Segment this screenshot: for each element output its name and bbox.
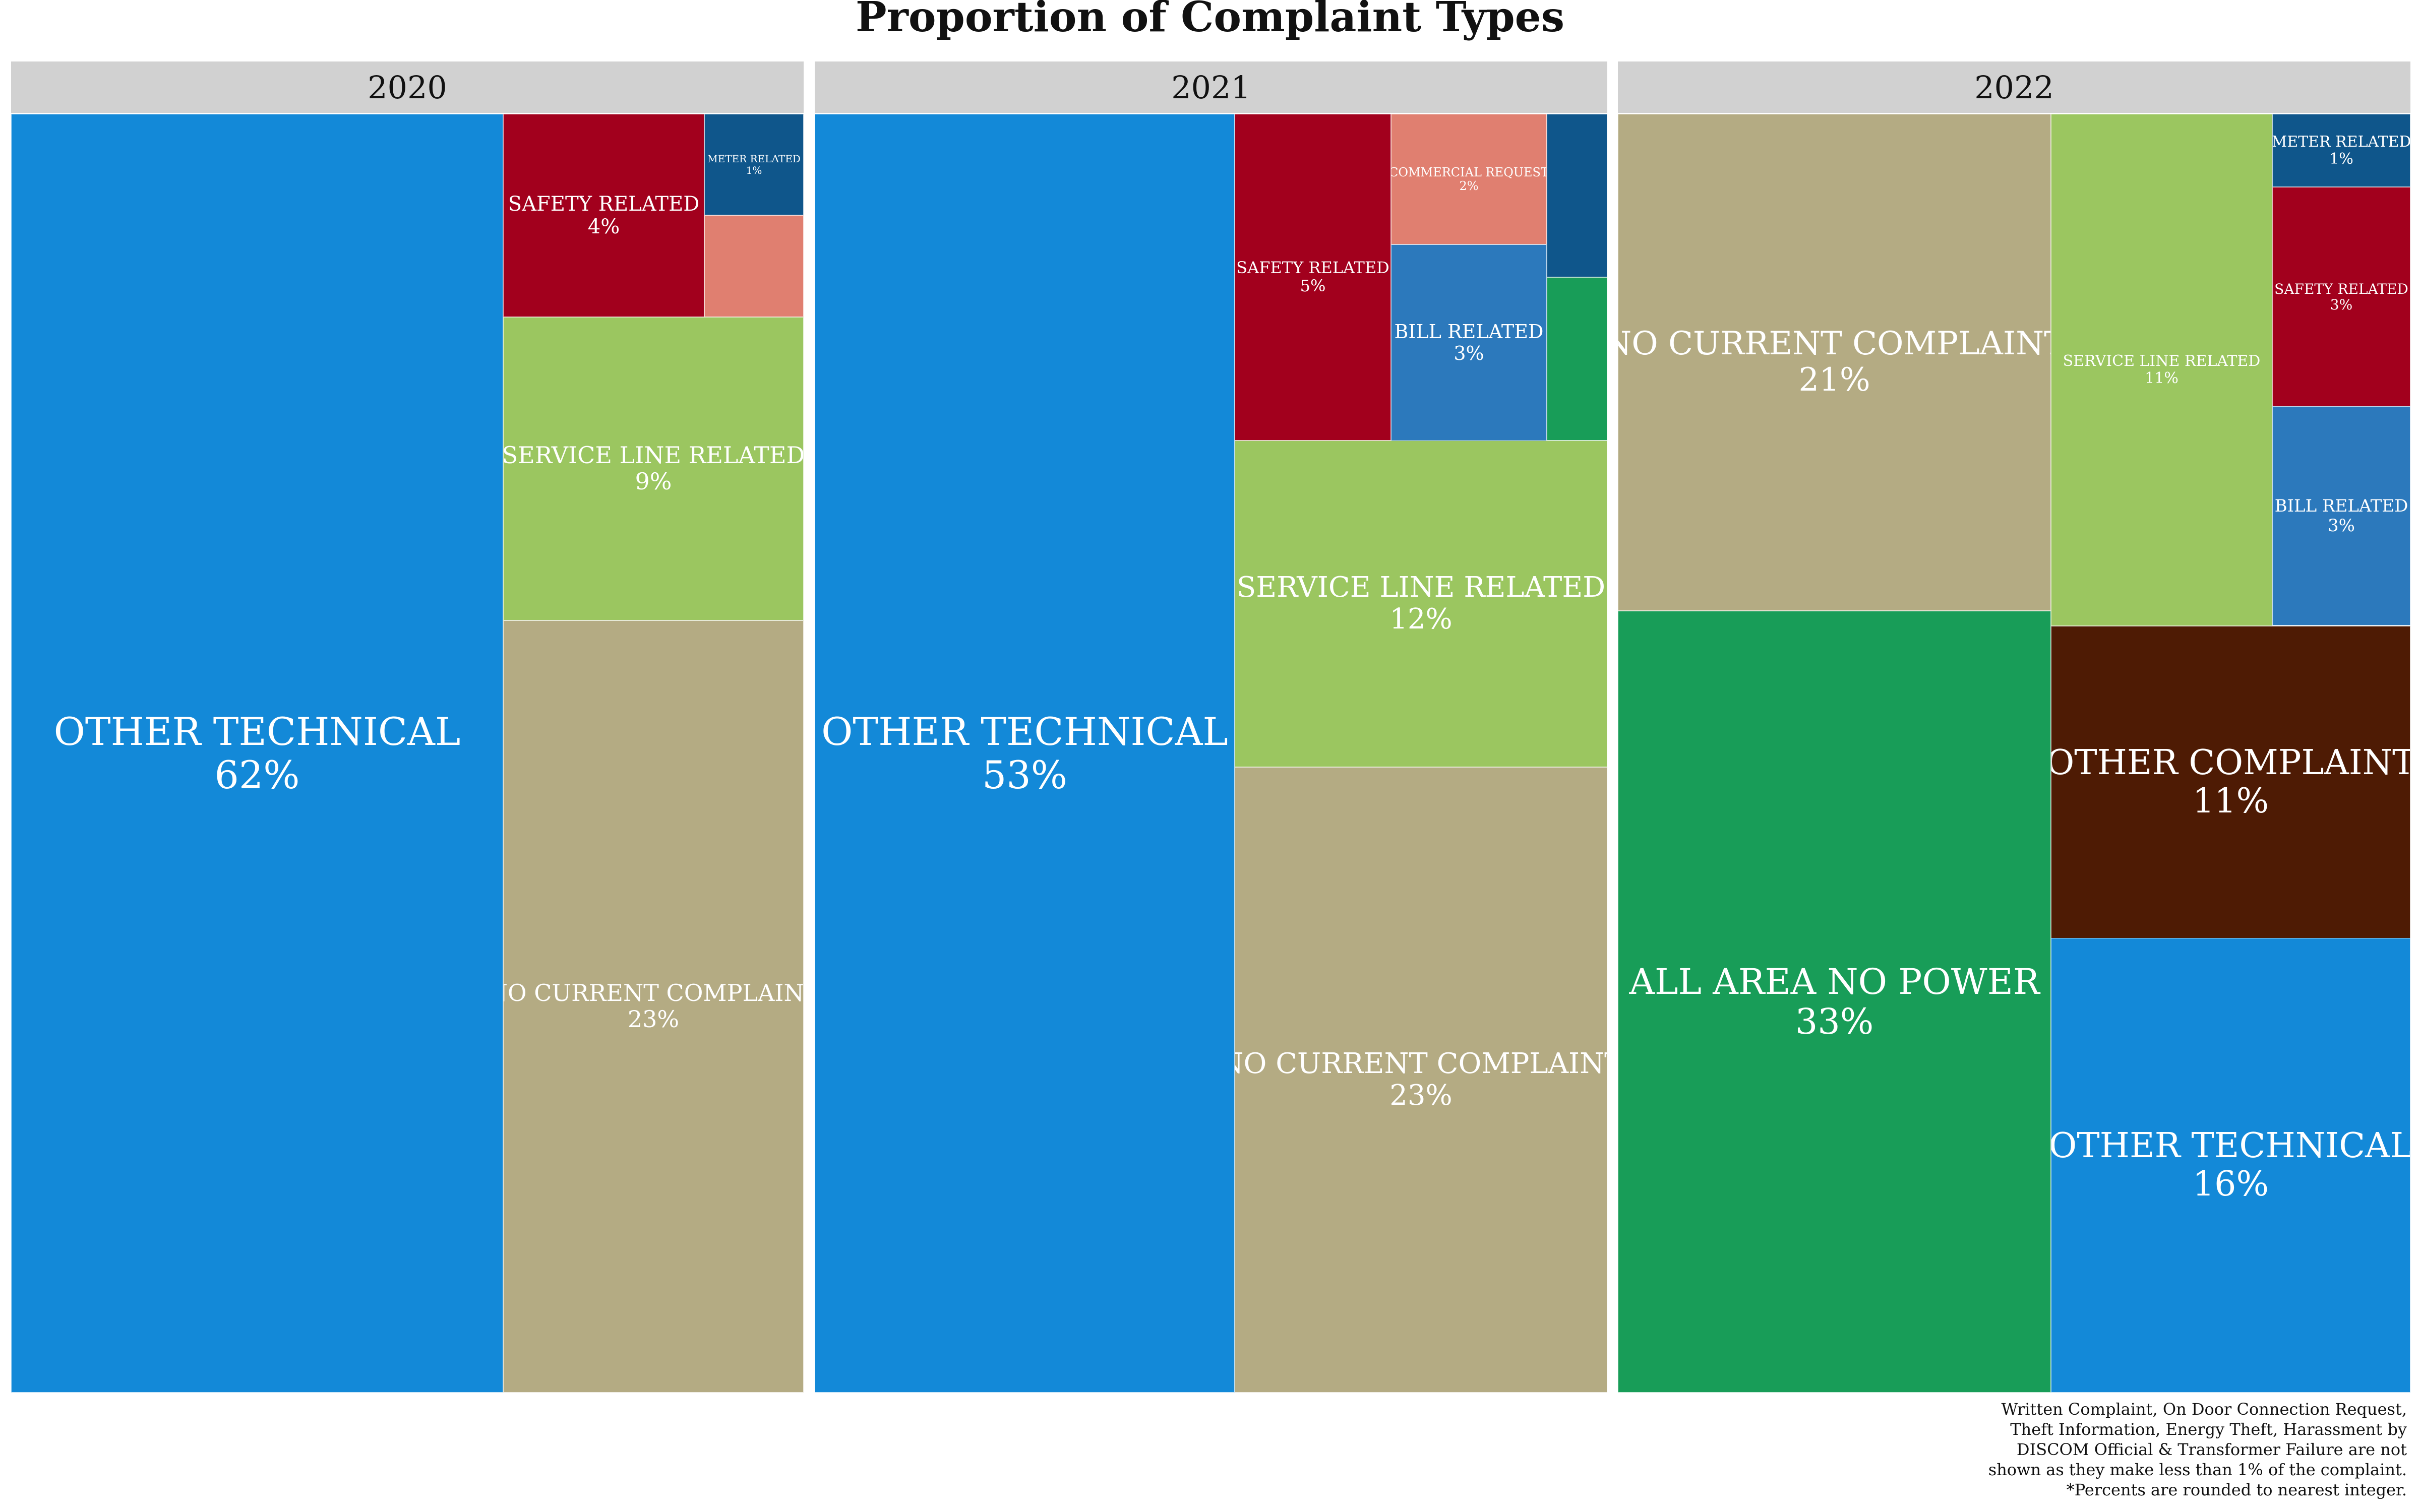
tile-label: METER RELATED 1% bbox=[707, 153, 801, 176]
tile-label: SERVICE LINE RELATED 9% bbox=[503, 442, 804, 495]
tile-percent: 23% bbox=[1389, 1079, 1453, 1112]
treemap-tile-2020-meter-related: METER RELATED 1% bbox=[704, 114, 804, 215]
chart-title: Proportion of Complaint Types bbox=[855, 0, 1565, 41]
tile-percent: 23% bbox=[627, 1005, 680, 1033]
tile-percent: 2% bbox=[1459, 178, 1479, 193]
treemap-tile-2022-bill-related: BILL RELATED 3% bbox=[2272, 406, 2410, 625]
tile-category: SAFETY RELATED bbox=[2274, 280, 2408, 297]
tile-percent: 21% bbox=[1798, 361, 1870, 399]
tile-label: ALL AREA NO POWER 33% bbox=[1629, 962, 2039, 1041]
treemap-tile-2022-other-technical: OTHER TECHNICAL 16% bbox=[2051, 938, 2410, 1393]
treemap-area-2021: OTHER TECHNICAL 53% SAFETY RELATED 5% COMMER… bbox=[815, 114, 1607, 1393]
tile-category: NO CURRENT COMPLAINT bbox=[1235, 1047, 1607, 1080]
treemap-tile-2022-safety-related: SAFETY RELATED 3% bbox=[2272, 187, 2410, 407]
tile-category: NO CURRENT COMPLAINT bbox=[503, 979, 804, 1007]
panel-2020: 2020 OTHER TECHNICAL 62% SAFETY RELATED 4% M… bbox=[11, 61, 804, 1393]
tile-percent: 3% bbox=[2330, 296, 2353, 313]
tile-label: SAFETY RELATED 5% bbox=[1236, 259, 1389, 295]
tile-percent: 9% bbox=[635, 468, 672, 495]
tile-percent: 5% bbox=[1300, 276, 1326, 295]
tile-label: OTHER TECHNICAL 53% bbox=[821, 710, 1228, 796]
tile-category: SAFETY RELATED bbox=[508, 192, 700, 216]
tile-category: METER RELATED bbox=[2272, 133, 2410, 151]
tile-percent: 4% bbox=[587, 215, 620, 238]
treemap-tile-2021-unlabeled bbox=[1547, 114, 1607, 277]
treemap-tile-2022-other-complaint: OTHER COMPLAINT 11% bbox=[2051, 626, 2410, 938]
treemap-tile-2020-safety-related: SAFETY RELATED 4% bbox=[503, 114, 704, 317]
tile-percent: 33% bbox=[1795, 1000, 1874, 1042]
footnote: Written Complaint, On Door Connection Re… bbox=[1988, 1400, 2407, 1499]
tile-category: SERVICE LINE RELATED bbox=[1236, 571, 1606, 604]
treemap-tile-2020-no-current-complaint: NO CURRENT COMPLAINT 23% bbox=[503, 620, 804, 1393]
treemap-tile-2020-unlabeled bbox=[704, 215, 804, 317]
tile-category: ALL AREA NO POWER bbox=[1629, 961, 2040, 1003]
tile-percent: 62% bbox=[214, 752, 300, 797]
tile-category: BILL RELATED bbox=[1394, 321, 1544, 343]
treemap-tile-2022-service-line-related: SERVICE LINE RELATED 11% bbox=[2051, 114, 2272, 626]
tile-label: SERVICE LINE RELATED 12% bbox=[1237, 572, 1605, 635]
tile-label: NO CURRENT COMPLAINT 23% bbox=[1235, 1048, 1607, 1111]
panel-strip-2021: 2021 bbox=[815, 61, 1607, 113]
tile-category: COMMERCIAL REQUEST bbox=[1391, 165, 1547, 179]
tile-category: SERVICE LINE RELATED bbox=[503, 442, 804, 469]
tile-category: OTHER TECHNICAL bbox=[53, 709, 461, 754]
tile-percent: 1% bbox=[746, 164, 762, 176]
tile-label: OTHER COMPLAINT 11% bbox=[2051, 742, 2410, 821]
panel-strip-2022: 2022 bbox=[1618, 61, 2410, 113]
tile-category: SAFETY RELATED bbox=[1236, 258, 1389, 278]
tile-label: NO CURRENT COMPLAINT 23% bbox=[503, 979, 804, 1033]
tile-label: BILL RELATED 3% bbox=[1395, 321, 1544, 364]
tile-category: NO CURRENT COMPLAINT bbox=[1618, 325, 2051, 363]
tile-category: METER RELATED bbox=[707, 153, 801, 165]
tile-category: OTHER TECHNICAL bbox=[2051, 1125, 2410, 1166]
tile-label: OTHER TECHNICAL 16% bbox=[2051, 1125, 2410, 1204]
tile-percent: 11% bbox=[2145, 369, 2179, 387]
tile-label: SAFETY RELATED 3% bbox=[2274, 280, 2408, 313]
treemap-tile-2021-bill-related: BILL RELATED 3% bbox=[1391, 244, 1547, 441]
treemap-tile-2022-meter-related: METER RELATED 1% bbox=[2272, 114, 2410, 187]
panel-2022: 2022 NO CURRENT COMPLAINT 21% ALL AREA NO … bbox=[1618, 61, 2410, 1393]
tile-label: OTHER TECHNICAL 62% bbox=[54, 710, 461, 796]
panel-2021: 2021 OTHER TECHNICAL 53% SAFETY RELATED 5% C… bbox=[815, 61, 1607, 1393]
tile-percent: 11% bbox=[2192, 781, 2269, 821]
treemap-area-2020: OTHER TECHNICAL 62% SAFETY RELATED 4% METER … bbox=[11, 114, 804, 1393]
tile-percent: 3% bbox=[1454, 342, 1484, 364]
treemap-area-2022: NO CURRENT COMPLAINT 21% ALL AREA NO POWER… bbox=[1618, 114, 2410, 1393]
tile-percent: 3% bbox=[2328, 515, 2355, 536]
treemap-tile-2020-service-line-related: SERVICE LINE RELATED 9% bbox=[503, 317, 804, 620]
tile-label: COMMERCIAL REQUEST 2% bbox=[1391, 165, 1547, 193]
tile-percent: 53% bbox=[982, 752, 1067, 797]
treemap-tile-2021-service-line-related: SERVICE LINE RELATED 12% bbox=[1235, 440, 1607, 767]
tile-category: OTHER COMPLAINT bbox=[2051, 742, 2410, 783]
tile-category: OTHER TECHNICAL bbox=[821, 709, 1228, 754]
tile-label: METER RELATED 1% bbox=[2272, 133, 2410, 168]
tile-category: SERVICE LINE RELATED bbox=[2063, 352, 2261, 370]
treemap-tile-2020-other-technical: OTHER TECHNICAL 62% bbox=[11, 114, 503, 1393]
treemap-tile-2021-other-technical: OTHER TECHNICAL 53% bbox=[815, 114, 1235, 1393]
treemap-tile-2021-no-current-complaint: NO CURRENT COMPLAINT 23% bbox=[1235, 767, 1607, 1393]
tile-label: BILL RELATED 3% bbox=[2275, 496, 2408, 535]
tile-category: BILL RELATED bbox=[2274, 496, 2408, 517]
tile-label: SERVICE LINE RELATED 11% bbox=[2063, 353, 2261, 387]
tile-label: NO CURRENT COMPLAINT 21% bbox=[1618, 325, 2051, 399]
tile-percent: 12% bbox=[1389, 603, 1453, 636]
treemap-tile-2022-no-current-complaint: NO CURRENT COMPLAINT 21% bbox=[1618, 114, 2051, 611]
panel-strip-2020: 2020 bbox=[11, 61, 804, 113]
treemap-tile-2021-commercial-request: COMMERCIAL REQUEST 2% bbox=[1391, 114, 1547, 244]
tile-percent: 16% bbox=[2192, 1164, 2269, 1204]
treemap-tile-2021-safety-related: SAFETY RELATED 5% bbox=[1235, 114, 1391, 440]
tile-label: SAFETY RELATED 4% bbox=[508, 193, 700, 238]
tile-percent: 1% bbox=[2329, 150, 2353, 168]
treemap-tile-2021-unlabeled bbox=[1547, 277, 1607, 440]
treemap-tile-2022-all-area-no-power: ALL AREA NO POWER 33% bbox=[1618, 611, 2051, 1393]
